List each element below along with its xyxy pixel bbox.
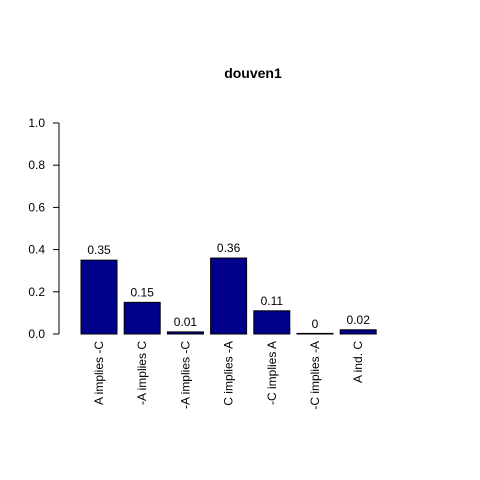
y-tick-label: 0.0: [28, 327, 45, 341]
bar-value-label: 0.11: [261, 294, 284, 308]
bar: [123, 301, 161, 335]
category-label: -A implies C: [135, 341, 149, 405]
bar: [339, 329, 377, 335]
bar-value-label: 0: [312, 317, 319, 331]
category-label: A ind. C: [351, 341, 365, 383]
bars-group: [80, 257, 377, 335]
bar: [296, 332, 334, 335]
category-label: -A implies -C: [178, 341, 192, 409]
bar: [253, 310, 291, 335]
bar-value-label: 0.01: [174, 315, 198, 329]
bar-value-label: 0.35: [87, 243, 111, 257]
bar-value-label: 0.02: [347, 313, 371, 327]
category-label: A implies -C: [92, 341, 106, 405]
bar: [210, 257, 248, 335]
y-tick-label: 0.6: [28, 200, 45, 214]
y-tick-label: 0.2: [28, 285, 45, 299]
category-labels-group: A implies -C -A implies C -A implies -C C i…: [92, 341, 365, 410]
category-label: -C implies -A: [308, 341, 322, 410]
y-tick-label: 1.0: [28, 116, 45, 130]
bar-value-label: 0.36: [217, 241, 241, 255]
bar-value-label: 0.15: [131, 285, 155, 299]
category-label: -C implies A: [265, 341, 279, 405]
y-axis: 0.0 0.2 0.4 0.6 0.8 1.0: [28, 116, 60, 341]
chart-title: douven1: [224, 65, 282, 81]
category-label: C implies -A: [222, 341, 236, 406]
bar: [80, 259, 118, 335]
bar: [166, 331, 204, 335]
y-tick-label: 0.8: [28, 158, 45, 172]
data-labels-group: 0.35 0.15 0.01 0.36 0.11 0 0.02: [87, 241, 370, 331]
y-tick-label: 0.4: [28, 243, 45, 257]
